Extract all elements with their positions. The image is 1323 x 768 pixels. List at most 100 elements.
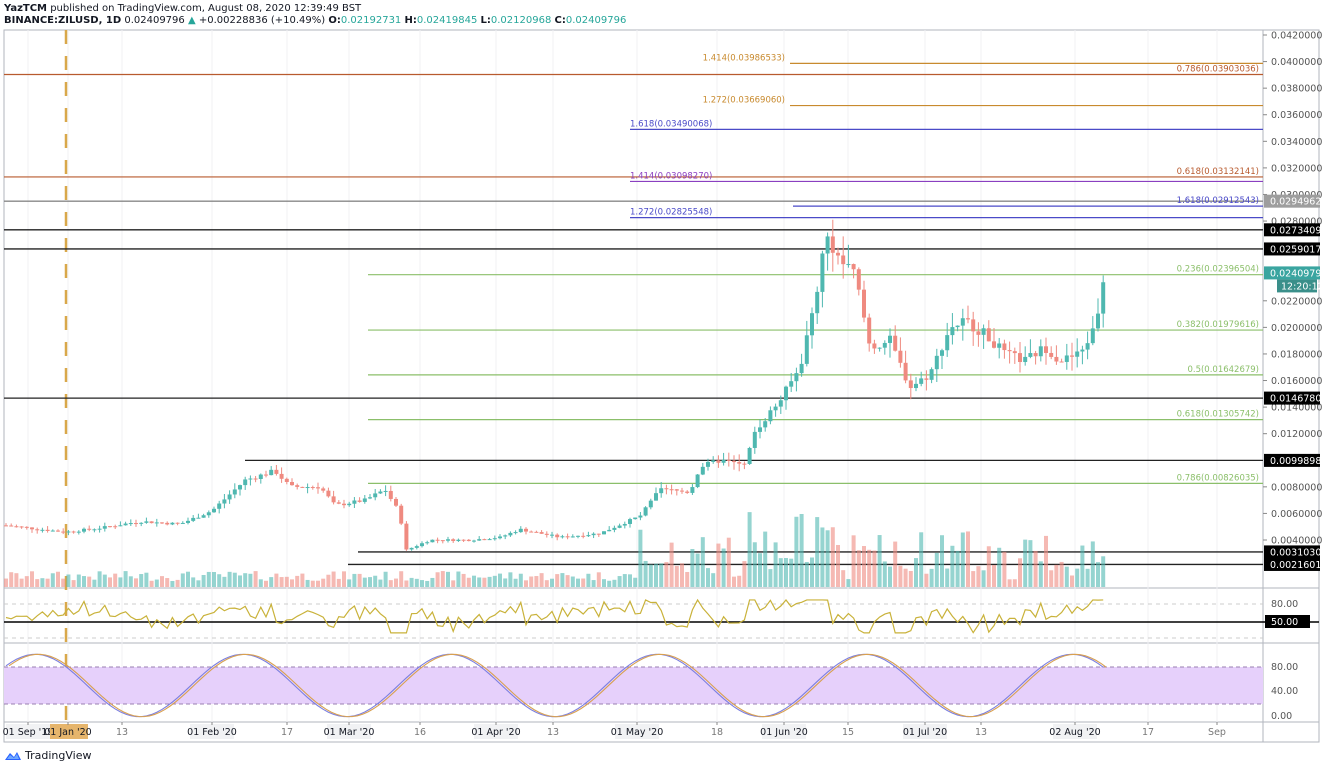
price-tick-label: 0.01800000 (1271, 349, 1323, 360)
candle-body (321, 488, 326, 491)
volume-bar (66, 574, 71, 587)
volume-bar (1075, 568, 1080, 587)
date-tick-label[interactable]: 01 Jul '20 (903, 727, 947, 738)
stoch-level-label: 0.00 (1271, 711, 1292, 722)
date-tick-label[interactable]: 18 (711, 727, 723, 738)
volume-bar (9, 572, 14, 587)
volume-bar (856, 550, 861, 587)
fib-level-label: 0.786(0.03903036) (1177, 64, 1259, 74)
date-tick-label[interactable]: 01 Apr '20 (471, 727, 520, 738)
candle-body (357, 500, 362, 502)
volume-bar (102, 574, 107, 587)
candle-body (45, 529, 50, 531)
fib-level-label: 1.414(0.03986533) (703, 53, 785, 63)
volume-bar (940, 535, 944, 587)
candle-body (726, 459, 731, 461)
date-tick-label[interactable]: 13 (547, 727, 559, 738)
candle-body (440, 540, 445, 542)
price-tick-label: 0.03600000 (1271, 110, 1323, 121)
date-label-bg (615, 724, 659, 739)
candles[interactable] (4, 219, 1106, 551)
candle-body (1007, 350, 1012, 352)
candle-body (217, 503, 222, 509)
date-tick-label[interactable]: 01 Feb '20 (187, 727, 237, 738)
volume-bar (466, 577, 471, 587)
candle-body (550, 534, 554, 536)
volume-bar (919, 532, 924, 587)
volume-bar (565, 575, 570, 587)
publisher-name[interactable]: YazTCM (4, 3, 48, 14)
volume-bar (981, 570, 986, 587)
candle-body (92, 529, 97, 531)
candle-body (451, 539, 456, 542)
date-highlight (50, 724, 88, 739)
rsi-level-label: 80.00 (1271, 599, 1298, 610)
date-tick-label[interactable]: 17 (1142, 727, 1154, 738)
candle-body (966, 318, 970, 320)
date-tick-label[interactable]: 13 (116, 727, 128, 738)
date-tick-label[interactable]: 01 May '20 (611, 727, 663, 738)
candle-body (97, 528, 102, 530)
volume-bar (836, 544, 840, 587)
candle-body (877, 347, 882, 349)
candle-body (61, 531, 66, 533)
price-axis[interactable]: 0.04200000 0.04000000 0.03800000 0.03600000… (1263, 31, 1323, 547)
candle-body (9, 525, 14, 527)
stoch-d-line[interactable] (8, 653, 1107, 718)
date-tick-label[interactable]: 01 Jan '20 (44, 727, 91, 738)
date-tick-label[interactable]: 16 (414, 727, 426, 738)
volume-bar (4, 578, 8, 587)
date-tick-label[interactable]: Sep (1208, 727, 1226, 738)
date-tick-label[interactable]: 17 (281, 727, 293, 738)
candle-body (711, 460, 716, 462)
volume-bar (778, 558, 783, 587)
volume-bar (186, 571, 190, 587)
candle-body (134, 523, 138, 525)
rsi-line[interactable] (5, 598, 1104, 634)
candle-body (1049, 352, 1054, 357)
volume-bar (472, 575, 476, 587)
date-tick-label[interactable]: 02 Aug '20 (1049, 727, 1100, 738)
volume-bar (1059, 561, 1064, 587)
candle-body (222, 499, 227, 504)
date-tick-label[interactable]: 01 Jun '20 (760, 727, 808, 738)
candle-body (191, 517, 196, 521)
date-tick-label[interactable]: 01 Mar '20 (324, 727, 375, 738)
volume-bar (654, 563, 658, 587)
candle-body (1038, 346, 1043, 357)
candle-body (908, 380, 913, 389)
candle-body (721, 459, 726, 463)
volume-bar (929, 568, 934, 587)
candle-body (435, 539, 440, 541)
candle-body (747, 447, 752, 464)
volume-bar (914, 558, 918, 587)
volume-bar (862, 546, 866, 587)
volume-bar (238, 575, 242, 587)
date-tick-label[interactable]: 15 (842, 727, 854, 738)
volume-bar (955, 550, 960, 587)
candle-body (784, 386, 788, 401)
candle-body (66, 531, 71, 533)
volume-bar (534, 576, 539, 587)
volume-bar (732, 576, 736, 587)
candle-body (846, 264, 851, 266)
date-tick-label[interactable]: 13 (975, 727, 987, 738)
price-tick-label: 0.01400000 (1271, 403, 1323, 414)
candle-body (934, 355, 939, 370)
volume-bar (768, 569, 773, 587)
volume-bar (108, 577, 112, 587)
candle-body (882, 342, 887, 348)
volume-bar (612, 579, 617, 587)
symbol-legend: BINANCE:ZILUSD, 1D 0.02409796 ▲ +0.00228… (4, 14, 626, 27)
tradingview-logo[interactable]: TradingView (4, 749, 91, 762)
candle-body (404, 523, 409, 550)
open-label: O: (328, 15, 341, 26)
price-chart[interactable]: 0.04200000 0.04000000 0.03800000 0.03600000… (0, 0, 1323, 745)
volume-bar (664, 562, 669, 587)
date-tick-label[interactable]: 01 Sep '19 (3, 727, 54, 738)
candle-body (326, 490, 331, 497)
volume-bar (872, 550, 877, 587)
symbol-name[interactable]: BINANCE:ZILUSD, 1D (4, 15, 122, 26)
candle-body (591, 533, 596, 536)
price-badge-label: 0.02734092 (1270, 225, 1323, 236)
